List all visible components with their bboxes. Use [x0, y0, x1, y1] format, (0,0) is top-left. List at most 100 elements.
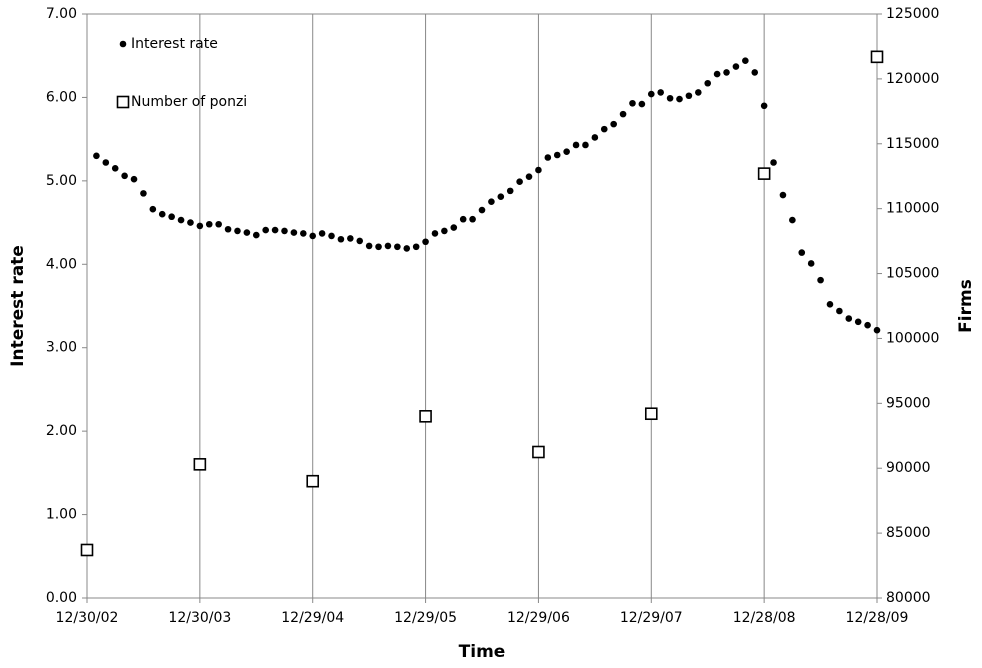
data-point: [205, 220, 213, 228]
data-point: [751, 69, 759, 76]
y2-tick-label: 110000: [886, 201, 939, 217]
data-point: [318, 230, 326, 237]
plot-frame: [86, 13, 878, 599]
data-point: [130, 175, 138, 183]
data-point: [644, 407, 658, 421]
y2-axis-label: Firms: [956, 279, 976, 333]
y2-tick-label: 115000: [886, 136, 939, 152]
y2-tick-label: 85000: [886, 525, 931, 541]
data-point: [168, 213, 175, 221]
data-point: [685, 92, 693, 100]
data-point: [845, 315, 853, 322]
data-point: [403, 245, 411, 252]
y2-tick-label: 120000: [886, 71, 939, 87]
data-point: [563, 148, 570, 155]
data-point: [271, 226, 279, 234]
y2-tick-label: 90000: [886, 460, 931, 476]
data-point: [532, 445, 545, 459]
x-tick-label: 12/29/05: [394, 610, 457, 626]
data-point: [836, 307, 843, 315]
y2-tick-label: 95000: [886, 395, 931, 411]
data-point: [193, 458, 207, 471]
data-point: [582, 141, 589, 149]
data-point: [647, 90, 655, 98]
y-tick-label: 5.00: [46, 173, 77, 189]
y2-tick-label: 100000: [886, 330, 939, 346]
data-point: [525, 173, 533, 180]
data-point: [187, 219, 194, 226]
data-point: [817, 276, 824, 284]
data-point: [93, 152, 100, 160]
data-point: [713, 70, 721, 78]
data-point: [864, 321, 871, 329]
data-point: [243, 229, 251, 236]
data-point: [365, 242, 373, 250]
data-point: [695, 89, 702, 96]
legend-label: Interest rate: [131, 36, 218, 52]
data-point: [384, 242, 392, 250]
data-point: [544, 154, 552, 161]
data-point: [572, 141, 580, 149]
data-point: [779, 191, 787, 199]
x-axis-label: Time: [459, 642, 506, 662]
data-point: [111, 165, 119, 172]
y-axis-label: Interest rate: [8, 245, 28, 367]
data-point: [281, 227, 288, 235]
data-point: [742, 57, 749, 65]
legend-marker: [119, 40, 127, 48]
data-point: [328, 232, 335, 240]
data-point: [807, 260, 815, 267]
x-tick-label: 12/29/06: [507, 610, 570, 626]
data-point: [497, 193, 505, 201]
data-point: [591, 134, 599, 141]
data-point: [80, 543, 94, 557]
x-tick-label: 12/29/04: [281, 610, 344, 626]
y2-tick-label: 105000: [886, 266, 939, 282]
data-point: [224, 225, 232, 233]
data-point: [826, 301, 834, 308]
data-point: [478, 206, 486, 214]
data-point: [798, 249, 806, 256]
data-point: [356, 237, 364, 245]
data-point: [375, 243, 382, 251]
legend-label: Number of ponzi: [131, 94, 247, 110]
data-point: [666, 94, 674, 102]
data-point: [723, 69, 730, 76]
data-point: [422, 238, 429, 246]
y2-tick-label: 80000: [886, 590, 931, 606]
data-point: [516, 178, 523, 185]
data-point: [234, 227, 241, 235]
data-point: [121, 172, 128, 180]
y-tick-label: 0.00: [46, 590, 77, 606]
x-tick-label: 12/28/09: [846, 610, 909, 626]
data-point: [870, 50, 884, 64]
y-tick-label: 6.00: [46, 89, 77, 105]
data-point: [760, 102, 768, 110]
data-point: [732, 63, 740, 70]
data-point: [770, 159, 777, 166]
data-point: [638, 100, 646, 108]
data-point: [619, 110, 627, 118]
data-point: [300, 230, 307, 237]
data-point: [488, 198, 495, 206]
x-tick-label: 12/30/02: [56, 610, 119, 626]
y-tick-label: 1.00: [46, 507, 77, 523]
y-tick-label: 7.00: [46, 6, 77, 22]
y2-tick-label: 125000: [886, 6, 939, 22]
data-point: [469, 215, 476, 223]
data-point: [309, 232, 317, 240]
y-tick-label: 2.00: [46, 423, 77, 439]
y-tick-label: 4.00: [46, 256, 77, 272]
data-point: [535, 166, 542, 174]
data-point: [757, 167, 771, 180]
data-point: [158, 210, 166, 218]
data-point: [102, 159, 110, 166]
x-tick-label: 12/30/03: [168, 610, 231, 626]
data-point: [290, 229, 298, 236]
data-point: [629, 99, 636, 107]
data-point: [854, 318, 862, 326]
y-tick-label: 3.00: [46, 340, 77, 356]
data-point: [704, 79, 712, 87]
data-point: [347, 235, 354, 242]
data-point: [262, 226, 269, 234]
